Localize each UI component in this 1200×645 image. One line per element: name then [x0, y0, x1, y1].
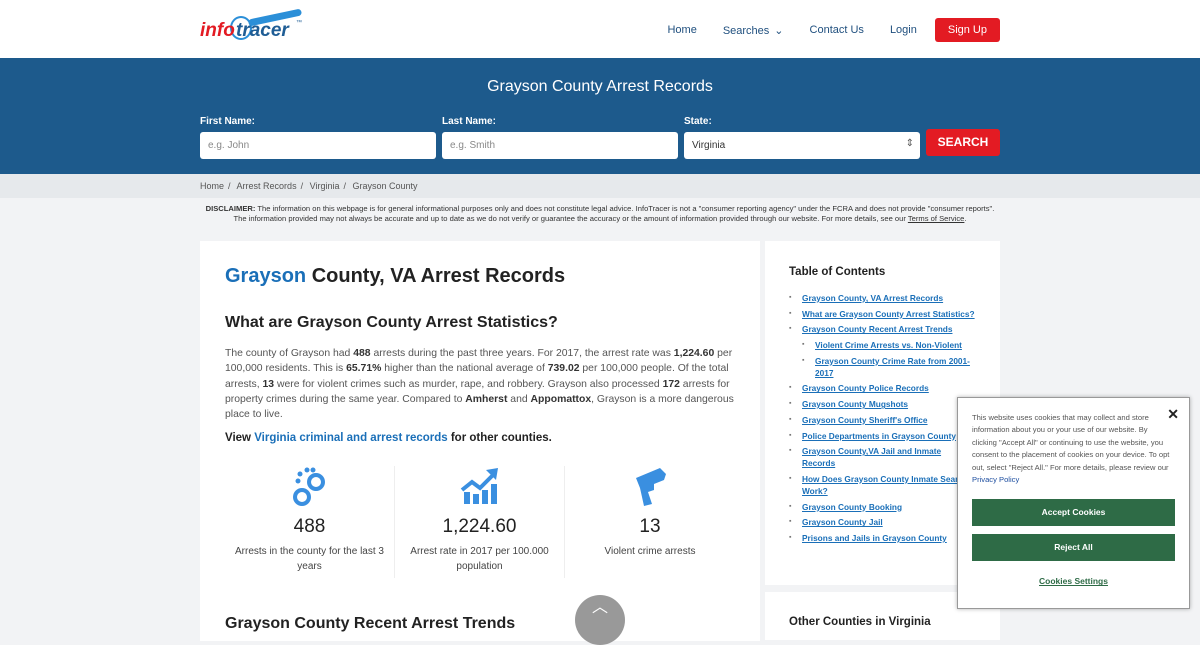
toc-item: What are Grayson County Arrest Statistic… — [789, 308, 976, 320]
chevron-down-icon: ⌄ — [774, 24, 784, 37]
toc-item: Grayson County Mugshots — [789, 398, 976, 410]
toc-item: Grayson County Booking — [789, 501, 976, 513]
nav-contact-us[interactable]: Contact Us — [809, 24, 864, 36]
section-heading: What are Grayson County Arrest Statistic… — [225, 314, 558, 331]
last-name-label: Last Name: — [442, 116, 496, 127]
state-label: State: — [684, 116, 712, 127]
toc-link[interactable]: Grayson County,VA Jail and Inmate Record… — [802, 446, 942, 469]
terms-of-service-link[interactable]: Terms of Service — [907, 214, 965, 223]
toc-link[interactable]: How Does Grayson County Inmate Search Wo… — [802, 473, 968, 496]
breadcrumb: Home / Arrest Records / Virginia / Grayson … — [0, 174, 1200, 198]
toc-item: Grayson County Recent Arrest Trends — [789, 323, 976, 335]
stats-paragraph: The county of Grayson had 488 arrests du… — [225, 348, 734, 421]
toc-link[interactable]: Grayson County Mugshots — [802, 399, 909, 410]
accept-cookies-button[interactable]: Accept Cookies — [972, 499, 1175, 527]
search-button[interactable]: SEARCH — [926, 129, 1000, 156]
stat-violent: 13 Violent crime arrests — [565, 466, 735, 578]
handcuffs-icon — [225, 466, 394, 507]
toc-item: Grayson County Crime Rate from 2001-2017 — [789, 355, 976, 379]
recent-trends-heading: Grayson County Recent Arrest Trends — [225, 615, 516, 632]
toc-title: Table of Contents — [789, 266, 886, 278]
breadcrumb-home[interactable]: Home — [200, 181, 225, 191]
gun-icon — [565, 466, 735, 507]
toc-item: Police Departments in Grayson County — [789, 430, 976, 442]
toc-item: Violent Crime Arrests vs. Non-Violent — [789, 339, 976, 351]
toc-link[interactable]: Violent Crime Arrests vs. Non-Violent — [815, 340, 962, 351]
disclaimer: DISCLAIMER: The information on this webp… — [205, 204, 995, 223]
last-name-input[interactable]: e.g. Smith — [442, 132, 678, 159]
nav-login[interactable]: Login — [889, 24, 917, 36]
nav-searches[interactable]: Searches ⌄ — [722, 24, 784, 37]
chevron-up-icon: ︿ — [591, 599, 608, 616]
virginia-records-link[interactable]: Virginia criminal and arrest records — [254, 432, 448, 445]
page-title: Grayson County Arrest Records — [487, 78, 713, 95]
toc-item: Prisons and Jails in Grayson County — [789, 532, 976, 544]
chart-trend-icon — [395, 466, 564, 506]
toc-link[interactable]: Grayson County Crime Rate from 2001-2017 — [815, 355, 970, 378]
cookie-settings-button[interactable]: Cookies Settings — [1039, 576, 1108, 587]
close-icon[interactable]: ✕ — [1167, 406, 1179, 422]
toc-link[interactable]: Grayson County Recent Arrest Trends — [802, 324, 953, 335]
stats-row: 488 Arrests in the county for the last 3… — [225, 466, 735, 579]
privacy-policy-link[interactable]: Privacy Policy — [972, 475, 1020, 485]
site-header: info tracer ™ Home Searches ⌄ Contact Us … — [0, 0, 1200, 58]
toc-item: Grayson County Sheriff's Office — [789, 414, 976, 426]
nav-home[interactable]: Home — [667, 24, 697, 36]
breadcrumb-arrest-records[interactable]: Arrest Records — [236, 181, 297, 191]
breadcrumb-virginia[interactable]: Virginia — [309, 181, 340, 191]
toc-link[interactable]: Grayson County Police Records — [802, 383, 929, 394]
cookie-text: This website uses cookies that may colle… — [972, 413, 1170, 485]
toc-item: Grayson County Jail — [789, 516, 976, 528]
main-content: Grayson County, VA Arrest Records What a… — [200, 241, 760, 641]
toc-item: Grayson County,VA Jail and Inmate Record… — [789, 445, 976, 469]
scroll-to-top-button[interactable]: ︿ — [575, 595, 625, 645]
state-select[interactable]: Virginia — [684, 132, 920, 159]
view-records-line: View Virginia criminal and arrest record… — [225, 432, 552, 445]
first-name-label: First Name: — [200, 116, 256, 127]
main-nav: Home Searches ⌄ Contact Us Login Sign Up — [641, 18, 1000, 42]
article-title: Grayson County, VA Arrest Records — [225, 265, 566, 287]
stat-arrests: 488 Arrests in the county for the last 3… — [225, 466, 395, 579]
toc-link[interactable]: Grayson County Sheriff's Office — [802, 414, 928, 425]
toc-link[interactable]: What are Grayson County Arrest Statistic… — [802, 308, 975, 319]
breadcrumb-grayson-county[interactable]: Grayson County — [352, 181, 418, 191]
toc-link[interactable]: Prisons and Jails in Grayson County — [802, 532, 947, 543]
toc-link[interactable]: Police Departments in Grayson County — [802, 430, 956, 441]
search-hero: Grayson County Arrest Records First Name… — [0, 58, 1200, 174]
reject-all-button[interactable]: Reject All — [972, 534, 1175, 562]
toc-item: Grayson County Police Records — [789, 382, 976, 394]
stat-arrest-rate: 1,224.60 Arrest rate in 2017 per 100.000… — [395, 466, 565, 579]
toc-item: Grayson County, VA Arrest Records — [789, 292, 976, 304]
cookie-consent-dialog: ✕ This website uses cookies that may col… — [957, 397, 1190, 609]
toc-item: How Does Grayson County Inmate Search Wo… — [789, 473, 976, 497]
sign-up-button[interactable]: Sign Up — [934, 18, 1000, 42]
infotracer-logo[interactable]: info tracer ™ — [200, 8, 305, 48]
first-name-input[interactable]: e.g. John — [200, 132, 436, 159]
toc-link[interactable]: Grayson County Booking — [802, 501, 903, 512]
toc-link[interactable]: Grayson County, VA Arrest Records — [802, 293, 944, 303]
toc-link[interactable]: Grayson County Jail — [802, 517, 883, 528]
